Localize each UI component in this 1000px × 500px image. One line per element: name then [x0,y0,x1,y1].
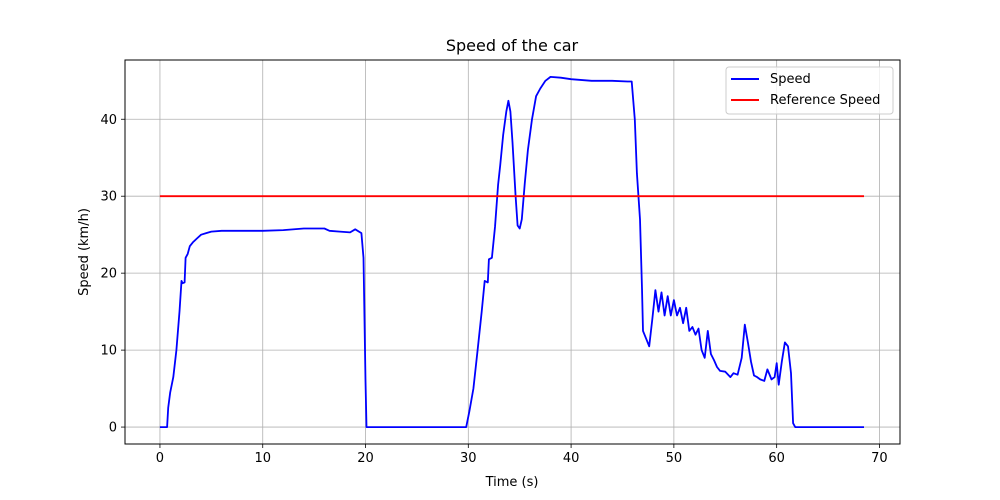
x-tick-label: 30 [460,451,477,466]
y-tick-label: 10 [100,344,117,359]
y-tick-label: 40 [100,113,117,128]
axis-ticks: 0 10 20 30 40 50 60 70 0 10 20 30 40 [100,113,887,466]
y-tick-label: 30 [100,190,117,205]
x-tick-label: 10 [254,451,271,466]
legend-box [725,66,894,115]
y-tick-label: 0 [109,421,117,436]
plot-frame [124,59,901,445]
grid-lines [125,60,900,444]
legend-label-reference-speed: Reference Speed [770,93,880,108]
x-tick-label: 60 [768,451,785,466]
x-tick-label: 50 [666,451,683,466]
legend-label-speed: Speed [770,72,811,87]
legend: Speed Reference Speed [725,66,894,115]
chart-title: Speed of the car [446,36,579,55]
x-tick-label: 20 [357,451,374,466]
y-tick-label: 20 [100,267,117,282]
x-tick-label: 70 [871,451,888,466]
x-axis-label: Time (s) [485,475,539,490]
x-tick-label: 0 [156,451,164,466]
series-line-speed [159,76,864,429]
x-tick-label: 40 [563,451,580,466]
series-layer [159,76,864,429]
y-axis-label: Speed (km/h) [77,208,92,296]
